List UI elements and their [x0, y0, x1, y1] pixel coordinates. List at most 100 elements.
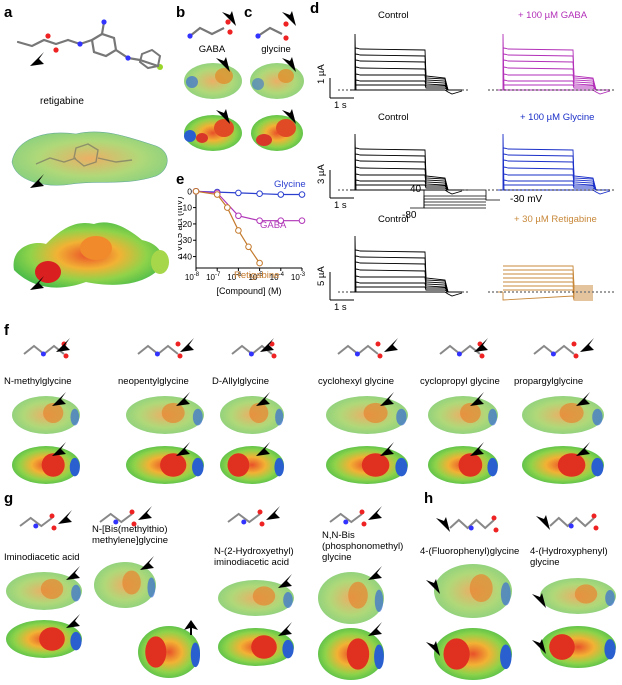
arrow-icon	[66, 614, 80, 628]
arrow-icon	[580, 338, 594, 352]
retigabine-esp-transparent	[11, 131, 168, 186]
compound-label: glycine	[322, 552, 352, 563]
y-tick-label: -10	[180, 203, 193, 213]
x-tick-label: 10-7	[206, 272, 221, 282]
arrow-icon	[576, 442, 590, 456]
glycine-traces	[497, 133, 611, 195]
arrow-icon	[436, 517, 450, 532]
control-traces-1	[349, 33, 463, 95]
scale-x-2: 1 s	[334, 200, 347, 211]
esp-surface-transparent	[540, 578, 616, 614]
arrow-icon	[30, 276, 44, 290]
retigabine-label: retigabine	[40, 96, 84, 107]
esp-surface-opaque	[218, 628, 294, 666]
compound-label: neopentylglycine	[118, 376, 189, 387]
data-point	[256, 217, 263, 224]
arrow-icon	[216, 109, 230, 124]
retigabine-esp-opaque	[13, 222, 169, 288]
arrow-icon	[222, 11, 236, 26]
chart-labels: 0 -10 -20 -30 -40 10-8 10-7 10-6 10-5 10-4 10-3 [Co…	[178, 180, 306, 296]
arrow-icon	[52, 442, 66, 456]
esp-surface-opaque	[540, 626, 616, 668]
glycine-esp-opaque	[251, 115, 303, 151]
current-traces-panel	[329, 33, 616, 301]
y-tick-label: -40	[180, 252, 193, 262]
data-point	[298, 217, 306, 224]
arrow-icon	[536, 515, 550, 530]
esp-surface-transparent	[126, 396, 204, 434]
data-point	[277, 191, 285, 198]
glycine-label: glycine	[261, 44, 291, 55]
arrow-icon	[282, 109, 296, 124]
compound-label: glycine	[530, 557, 560, 568]
protocol-tail: -30 mV	[510, 194, 543, 205]
arrow-icon	[282, 57, 296, 72]
x-tick-label: 10-4	[270, 272, 285, 282]
molecule-structure	[439, 341, 485, 359]
compound-label: (phosphonomethyl)	[322, 541, 404, 552]
data-point	[298, 191, 306, 198]
series-line-retigabine	[195, 190, 261, 264]
control-traces-2	[349, 133, 463, 195]
data-point	[192, 187, 200, 195]
gaba-esp-transparent	[184, 63, 242, 99]
panel-label-c: c	[244, 4, 253, 21]
arrow-icon	[474, 338, 488, 352]
arrow-icon	[58, 510, 72, 524]
esp-surface-opaque	[326, 446, 408, 484]
molecule-structure	[137, 341, 183, 359]
molecule-structure	[99, 509, 137, 527]
control-label-2: Control	[378, 112, 409, 123]
compound-label: N-[Bis(methylthio)	[92, 524, 168, 535]
esp-surface-opaque	[138, 626, 201, 678]
y-tick-label: -20	[180, 219, 193, 229]
compound-label: N,N-Bis	[322, 530, 355, 541]
arrow-icon	[380, 442, 394, 456]
molecule-structure	[337, 341, 383, 359]
scale-y-2: 3 µA	[316, 164, 327, 184]
arrow-icon	[180, 338, 194, 352]
voltage-protocol	[410, 189, 500, 209]
gaba-label: GABA	[198, 44, 226, 55]
panel-label-e: e	[176, 171, 185, 188]
esp-surface-transparent	[94, 562, 156, 608]
compound-label: N-methylglycine	[4, 376, 72, 387]
arrow-icon	[380, 392, 394, 406]
gaba-esp-opaque	[184, 115, 242, 151]
arrow-icon	[256, 392, 270, 406]
molecule-structure	[549, 513, 599, 531]
esp-surface-transparent	[318, 572, 384, 624]
arrow-icon	[52, 392, 66, 406]
arrow-icon	[30, 174, 44, 188]
retigabine-traces	[498, 265, 593, 301]
compound-label: iminodiacetic acid	[214, 557, 289, 568]
retigabine-structure	[16, 19, 163, 70]
arrow-icon	[384, 338, 398, 352]
esp-surface-transparent	[326, 396, 408, 434]
panel-label-a: a	[4, 4, 13, 21]
compound-label: methylene]glycine	[92, 535, 169, 546]
esp-surface-opaque	[6, 620, 82, 658]
arrow-icon	[176, 442, 190, 456]
x-tick-label: 10-5	[248, 272, 263, 282]
esp-surface-opaque	[126, 446, 204, 484]
esp-surface-opaque	[318, 628, 384, 680]
arrow-icon	[66, 566, 80, 580]
arrow-icon	[470, 392, 484, 406]
glycine-treatment-label: + 100 µM Glycine	[520, 112, 595, 123]
panel-label-f: f	[4, 322, 9, 339]
esp-surface-transparent	[434, 564, 512, 618]
esp-surface-transparent	[428, 396, 498, 434]
panel-label-d: d	[310, 0, 320, 17]
arrow-icon	[532, 593, 546, 608]
arrow-icon	[266, 506, 280, 520]
control-traces-3	[349, 235, 463, 297]
x-axis-label: [Compound] (M)	[216, 286, 281, 296]
scale-y-3: 5 µA	[316, 266, 327, 286]
panel-label-b: b	[176, 4, 186, 21]
arrow-icon	[368, 506, 382, 520]
arrow-icon	[216, 57, 230, 72]
arrow-icon	[532, 639, 546, 654]
molecule-structure	[449, 515, 499, 533]
esp-surface-transparent	[12, 396, 80, 434]
